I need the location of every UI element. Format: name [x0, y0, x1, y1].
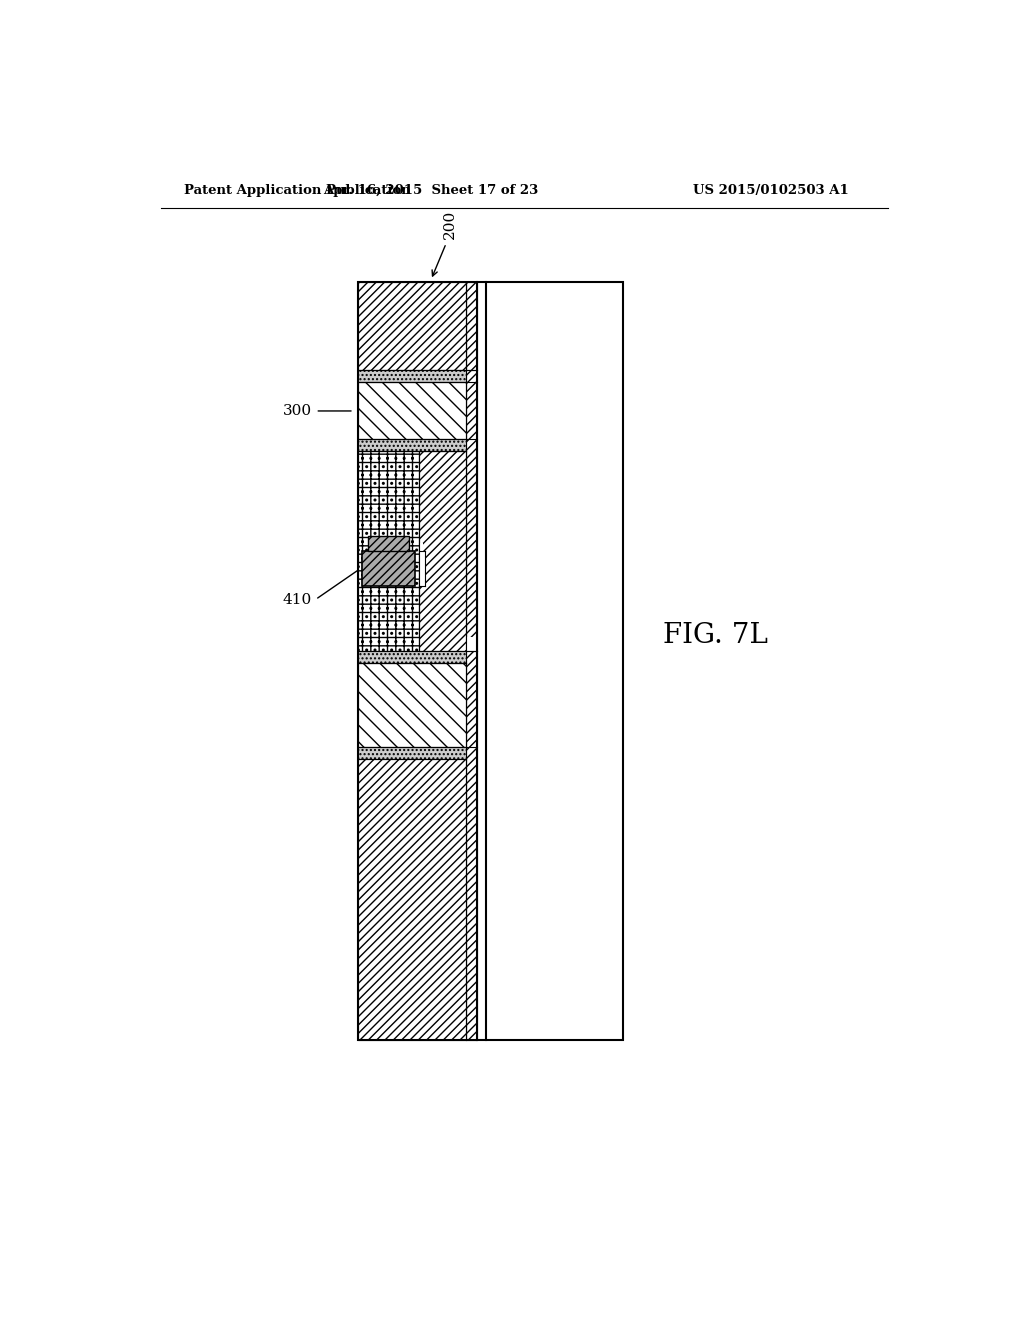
Text: FIG. 7L: FIG. 7L	[664, 622, 768, 649]
Bar	[357, 747, 466, 759]
Bar	[357, 651, 466, 663]
Text: 410: 410	[283, 593, 311, 607]
Bar	[357, 451, 419, 651]
Bar	[419, 451, 466, 651]
Text: 300: 300	[283, 404, 311, 418]
Bar	[419, 552, 425, 586]
Bar	[486, 281, 624, 1040]
Bar	[357, 281, 624, 1040]
Bar	[357, 370, 466, 381]
Text: 200: 200	[443, 210, 457, 239]
Bar	[357, 759, 466, 1040]
Bar	[357, 440, 466, 451]
Bar	[357, 663, 466, 747]
Bar	[357, 281, 624, 1040]
Bar	[368, 536, 410, 552]
Text: Apr. 16, 2015  Sheet 17 of 23: Apr. 16, 2015 Sheet 17 of 23	[324, 185, 539, 197]
Bar	[466, 638, 477, 651]
Bar	[419, 544, 423, 554]
Text: US 2015/0102503 A1: US 2015/0102503 A1	[692, 185, 849, 197]
Bar	[357, 281, 466, 370]
Text: Patent Application Publication: Patent Application Publication	[184, 185, 412, 197]
Bar	[361, 552, 416, 586]
Bar	[466, 281, 477, 1040]
Bar	[357, 381, 466, 440]
